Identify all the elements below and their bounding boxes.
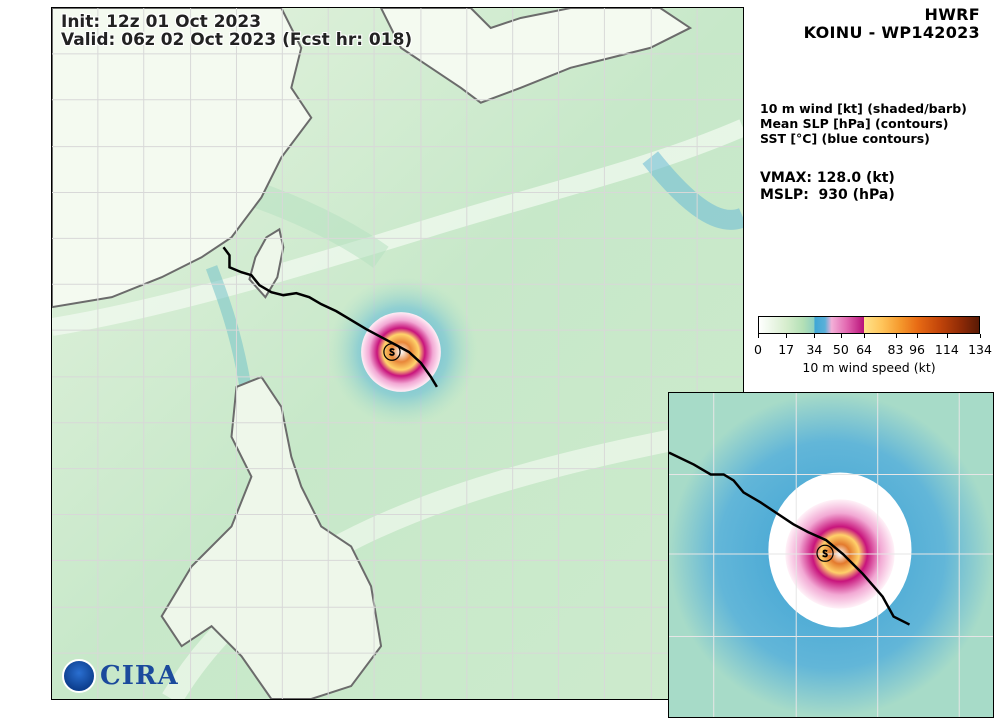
- colorbar-tickmark: [917, 334, 919, 338]
- storm-track-line: [222, 246, 438, 388]
- colorbar-tick-label: 96: [909, 342, 925, 357]
- colorbar-tickmark: [840, 334, 842, 338]
- wind-speed-colorbar: [758, 316, 980, 334]
- colorbar-tick-label: 50: [832, 342, 849, 357]
- legend-line-wind: 10 m wind [kt] (shaded/barb): [760, 101, 967, 116]
- storm-inset-map: ⓢ: [668, 392, 994, 718]
- colorbar-tick-label: 114: [934, 342, 959, 357]
- colorbar-tick-label: 34: [806, 342, 823, 357]
- init-time-label: Init: 12z 01 Oct 2023: [61, 12, 262, 32]
- colorbar-tickmark: [946, 334, 948, 338]
- storm-title: KOINU - WP142023: [803, 23, 980, 42]
- valid-time-label: Valid: 06z 02 Oct 2023 (Fcst hr: 018): [61, 30, 413, 50]
- colorbar-tickmark: [980, 334, 981, 338]
- inset-storm-track-line: [669, 451, 911, 626]
- legend-line-sst: SST [°C] (blue contours): [760, 131, 930, 146]
- inset-grid: [669, 393, 993, 717]
- cira-logo: CIRA: [62, 659, 179, 693]
- noaa-logo-icon: [62, 659, 96, 693]
- colorbar-tickmark: [895, 334, 897, 338]
- logo-text: CIRA: [100, 661, 179, 691]
- main-map: ⓢ Init: 12z 01 Oct 2023 Valid: 06z 02 Oc…: [51, 7, 744, 700]
- vmax-stat: VMAX: 128.0 (kt): [760, 170, 895, 186]
- legend-line-slp: Mean SLP [hPa] (contours): [760, 116, 949, 131]
- colorbar-label: 10 m wind speed (kt): [802, 360, 936, 375]
- colorbar-tick-label: 0: [754, 342, 762, 357]
- mslp-stat: MSLP: 930 (hPa): [760, 187, 895, 203]
- colorbar-tick-label: 83: [887, 342, 904, 357]
- colorbar-tickmark: [786, 334, 788, 338]
- wind-field-map: ⓢ: [52, 8, 743, 699]
- model-title: HWRF: [924, 5, 980, 24]
- inset-wind-field: ⓢ: [669, 393, 993, 717]
- colorbar-tick-label: 134: [968, 342, 992, 357]
- inset-hurricane-symbol-icon: ⓢ: [816, 543, 834, 565]
- colorbar-tickmark: [864, 334, 866, 338]
- colorbar-tick-label: 17: [778, 342, 795, 357]
- storm-core: [361, 312, 441, 392]
- colorbar-tick-label: 64: [856, 342, 872, 357]
- colorbar-tickmark: [814, 334, 816, 338]
- hurricane-symbol-icon: ⓢ: [383, 342, 401, 364]
- colorbar-tickmark: [758, 334, 759, 338]
